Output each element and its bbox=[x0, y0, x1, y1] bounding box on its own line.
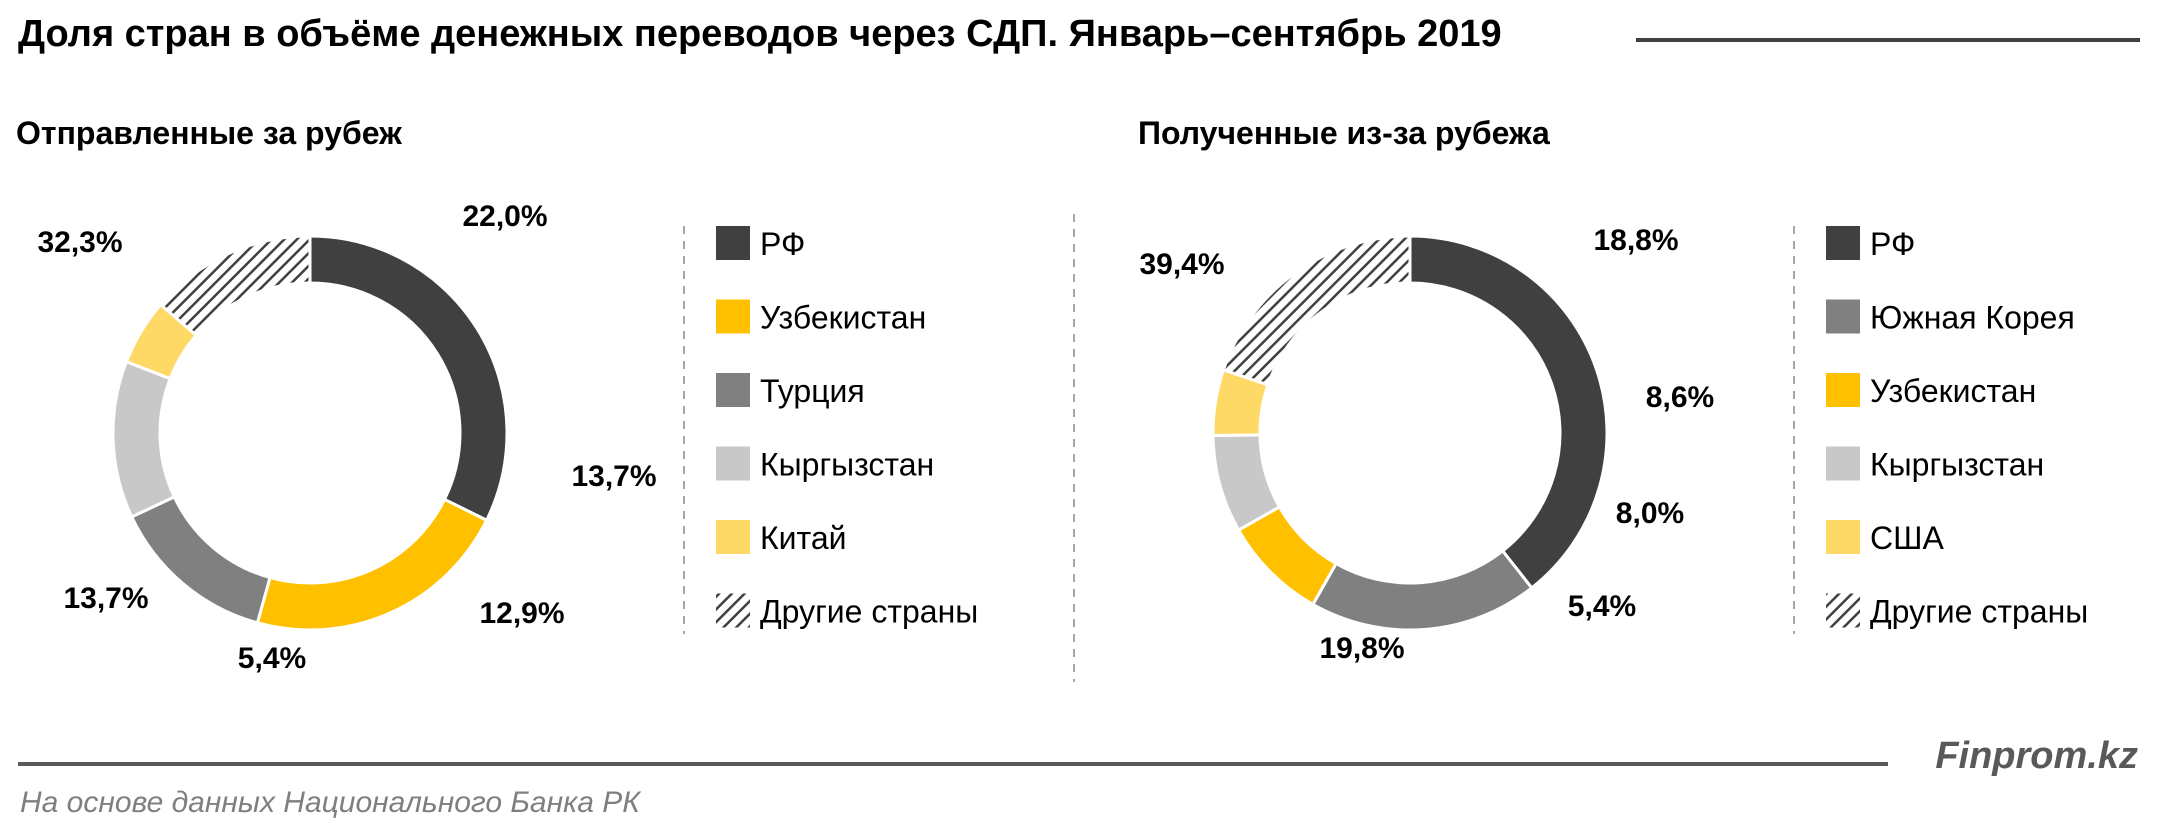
legend-swatch-2 bbox=[1826, 299, 1860, 334]
chart-1-subtitle: Отправленные за рубеж bbox=[16, 115, 402, 151]
chart-title: Доля стран в объёме денежных переводов ч… bbox=[18, 13, 1502, 55]
legend-swatch-6 bbox=[1826, 593, 1860, 628]
data-label-4: 12,9% bbox=[479, 597, 564, 630]
legend-swatch-6 bbox=[716, 593, 750, 628]
data-label-2: 22,0% bbox=[462, 200, 547, 233]
legend-label-2: Южная Корея bbox=[1870, 300, 2075, 336]
legend-swatch-3 bbox=[716, 373, 750, 407]
legend-label-5: США bbox=[1870, 520, 1944, 556]
data-label-6: 13,7% bbox=[63, 582, 148, 615]
donut-slice-1 bbox=[1408, 234, 1609, 591]
legend-swatch-1 bbox=[716, 226, 750, 260]
legend-label-3: Узбекистан bbox=[1870, 373, 2036, 409]
legend-label-6: Другие страны bbox=[760, 594, 978, 630]
legend-swatch-3 bbox=[1826, 373, 1860, 407]
legend-label-6: Другие страны bbox=[1870, 594, 2088, 630]
legend-swatch-5 bbox=[716, 520, 750, 554]
legend-label-1: РФ bbox=[1870, 226, 1915, 262]
donut-slice-6 bbox=[158, 234, 312, 338]
legend-swatch-4 bbox=[716, 446, 750, 481]
data-label-2: 18,8% bbox=[1593, 224, 1678, 257]
donut-slice-6 bbox=[1221, 234, 1412, 387]
donut-slice-4 bbox=[111, 359, 177, 519]
legend-swatch-5 bbox=[1826, 520, 1860, 554]
source-note: На основе данных Национального Банка РК bbox=[20, 786, 642, 819]
legend-sent: РФ Узбекистан Турция Кыргызстан Китай Другие … bbox=[716, 226, 978, 630]
chart-2-subtitle: Полученные из-за рубежа bbox=[1138, 115, 1550, 151]
donut-slice-2 bbox=[255, 497, 489, 632]
data-label-5: 5,4% bbox=[238, 642, 306, 675]
legend-label-2: Узбекистан bbox=[760, 300, 926, 336]
legend-label-4: Кыргызстан bbox=[760, 447, 934, 483]
donut-slice-2 bbox=[1310, 548, 1534, 632]
legend-swatch-4 bbox=[1826, 446, 1860, 481]
brand-logo: Finprom.kz bbox=[1935, 735, 2138, 777]
donut-chart-received: 39,4% 18,8% 8,6% 8,0% 5,4% 19,8% bbox=[1139, 224, 1714, 665]
data-label-3: 13,7% bbox=[571, 460, 656, 493]
donut-slice-1 bbox=[308, 234, 509, 523]
legend-label-5: Китай bbox=[760, 520, 846, 556]
donut-slice-3 bbox=[129, 494, 272, 625]
legend-label-3: Турция bbox=[760, 373, 865, 409]
data-label-5: 5,4% bbox=[1568, 590, 1636, 623]
legend-swatch-2 bbox=[716, 299, 750, 334]
data-label-1: 32,3% bbox=[37, 226, 122, 259]
data-label-6: 19,8% bbox=[1319, 632, 1404, 665]
data-label-1: 39,4% bbox=[1139, 248, 1224, 281]
legend-label-1: РФ bbox=[760, 226, 805, 262]
donut-chart-sent: 32,3% 22,0% 13,7% 12,9% 5,4% 13,7% bbox=[37, 200, 656, 675]
data-label-4: 8,0% bbox=[1616, 497, 1684, 530]
legend-label-4: Кыргызстан bbox=[1870, 447, 2044, 483]
legend-received: РФ Южная Корея Узбекистан Кыргызстан США Друг… bbox=[1826, 226, 2088, 630]
legend-swatch-1 bbox=[1826, 226, 1860, 260]
data-label-3: 8,6% bbox=[1646, 381, 1714, 414]
